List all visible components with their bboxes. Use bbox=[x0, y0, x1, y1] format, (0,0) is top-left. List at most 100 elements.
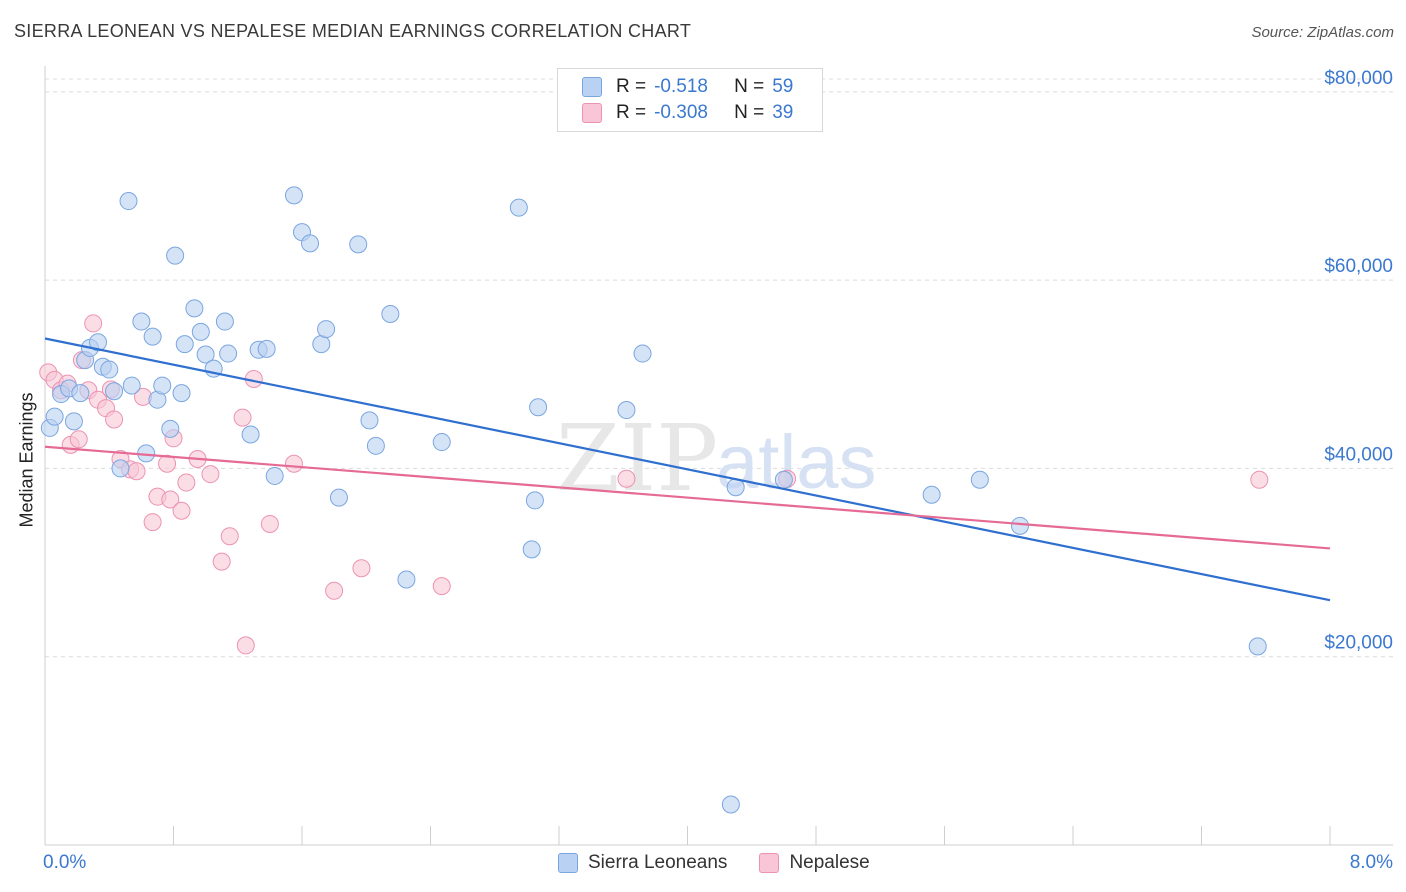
legend-row-sierra-leoneans: R = -0.518 N = 59 bbox=[582, 74, 793, 100]
sierra-leoneans-point bbox=[265, 466, 284, 485]
sierra-leoneans-point bbox=[922, 485, 941, 504]
sierra-leoneans-point bbox=[397, 570, 416, 589]
legend-swatch-pink bbox=[759, 853, 780, 873]
sierra-leoneans-point bbox=[175, 335, 194, 354]
sierra-leoneans-point bbox=[529, 398, 548, 417]
y-tick-label: $60,000 bbox=[1324, 256, 1393, 277]
legend-r-value: -0.308 bbox=[654, 102, 708, 123]
nepalese-point bbox=[352, 559, 371, 578]
axes bbox=[44, 66, 1393, 846]
series-legend: Sierra Leoneans Nepalese bbox=[558, 852, 902, 874]
y-tick-label: $80,000 bbox=[1324, 68, 1393, 89]
correlation-legend: R = -0.518 N = 59 R = -0.308 N = 39 bbox=[557, 68, 823, 132]
legend-series-name: Sierra Leoneans bbox=[588, 852, 728, 873]
sierra-leoneans-point bbox=[100, 360, 119, 379]
nepalese-point bbox=[161, 490, 180, 509]
sierra-leoneans-point bbox=[196, 345, 215, 364]
nepalese-point bbox=[127, 462, 146, 481]
sierra-leoneans-point bbox=[1010, 516, 1029, 535]
nepalese-point bbox=[172, 501, 191, 520]
sierra-leoneans-point bbox=[312, 335, 331, 354]
legend-row-nepalese: R = -0.308 N = 39 bbox=[582, 100, 793, 126]
nepalese-point bbox=[617, 469, 636, 488]
sierra-leoneans-point bbox=[89, 333, 108, 352]
nepalese-point bbox=[236, 636, 255, 655]
chart-title: SIERRA LEONEAN VS NEPALESE MEDIAN EARNIN… bbox=[14, 21, 692, 41]
x-tick-label-max: 8.0% bbox=[1349, 852, 1393, 873]
legend-n-label: N = bbox=[734, 76, 765, 97]
y-tick-label: $20,000 bbox=[1324, 633, 1393, 654]
nepalese-point bbox=[432, 577, 451, 596]
legend-n-value: 39 bbox=[772, 102, 794, 123]
nepalese-point bbox=[201, 465, 220, 484]
trend-lines bbox=[44, 337, 1331, 602]
sierra-leoneans-point bbox=[721, 795, 740, 814]
legend-item-sierra-leoneans[interactable]: Sierra Leoneans bbox=[558, 852, 727, 874]
nepalese-point bbox=[69, 430, 88, 449]
watermark: ZIP atlas bbox=[556, 405, 877, 512]
legend-series-name: Nepalese bbox=[789, 852, 870, 873]
sierra-leoneans-point bbox=[143, 327, 162, 346]
sierra-leoneans-point bbox=[71, 384, 90, 403]
sierra-leoneans-point bbox=[509, 198, 528, 217]
sierra-leoneans-point bbox=[633, 344, 652, 363]
sierra-leoneans-point bbox=[172, 384, 191, 403]
sierra-leoneans-point bbox=[119, 192, 138, 211]
nepalese-point bbox=[1250, 470, 1269, 489]
sierra-leoneans-point bbox=[366, 436, 385, 455]
sierra-leoneans-point bbox=[360, 411, 379, 430]
legend-r-label: R = bbox=[616, 76, 647, 97]
legend-swatch-pink bbox=[582, 103, 602, 123]
grid-lines bbox=[45, 78, 1393, 658]
x-tick-label-min: 0.0% bbox=[43, 852, 87, 873]
sierra-leoneans-point bbox=[284, 186, 303, 205]
sierra-leoneans-point bbox=[349, 235, 368, 254]
nepalese-point bbox=[105, 410, 124, 429]
legend-n-value: 59 bbox=[772, 76, 794, 97]
sierra-leoneans-point bbox=[191, 322, 210, 341]
sierra-leoneans-point bbox=[301, 234, 320, 253]
nepalese-point bbox=[177, 473, 196, 492]
nepalese-point bbox=[143, 513, 162, 532]
sierra-leoneans-point bbox=[45, 407, 64, 426]
nepalese-point bbox=[212, 552, 231, 571]
nepalese-point bbox=[220, 527, 239, 546]
trend-line-nepalese bbox=[44, 445, 1331, 550]
sierra-leoneans-point bbox=[525, 491, 544, 510]
nepalese-point bbox=[158, 454, 177, 473]
y-tick-labels: $20,000 $40,000 $60,000 $80,000 bbox=[1324, 68, 1393, 654]
sierra-leoneans-point bbox=[329, 488, 348, 507]
sierra-leoneans-point bbox=[241, 425, 260, 444]
sierra-leoneans-point bbox=[111, 459, 130, 478]
nepalese-point bbox=[84, 314, 103, 333]
sierra-leoneans-point bbox=[215, 312, 234, 331]
legend-n-label: N = bbox=[734, 102, 765, 123]
sierra-leoneans-point bbox=[132, 312, 151, 331]
legend-swatch-blue bbox=[558, 853, 578, 873]
sierra-leoneans-point bbox=[617, 401, 636, 420]
sierra-leoneans-point bbox=[381, 305, 400, 324]
sierra-leoneans-point bbox=[522, 540, 541, 559]
sierra-leoneans-point bbox=[970, 470, 989, 489]
sierra-leoneans-point bbox=[153, 376, 172, 395]
sierra-leoneans-point bbox=[122, 376, 141, 395]
nepalese-point bbox=[233, 408, 252, 427]
source-credit: Source: ZipAtlas.com bbox=[1251, 24, 1394, 41]
sierra-leoneans-point bbox=[185, 299, 204, 318]
sierra-leoneans-point bbox=[166, 246, 185, 265]
sierra-leoneans-point bbox=[317, 320, 336, 339]
sierra-leoneans-point bbox=[1248, 637, 1267, 656]
legend-r-label: R = bbox=[616, 102, 647, 123]
sierra-leoneans-point bbox=[257, 339, 276, 358]
nepalese-point bbox=[325, 581, 344, 600]
sierra-leoneans-point bbox=[105, 382, 124, 401]
sierra-leoneans-points bbox=[40, 186, 1267, 814]
nepalese-point bbox=[260, 514, 279, 533]
sierra-leoneans-point bbox=[774, 470, 793, 489]
sierra-leoneans-point bbox=[64, 412, 83, 431]
legend-item-nepalese[interactable]: Nepalese bbox=[759, 852, 870, 874]
sierra-leoneans-point bbox=[161, 419, 180, 438]
sierra-leoneans-point bbox=[432, 433, 451, 452]
nepalese-point bbox=[284, 454, 303, 473]
